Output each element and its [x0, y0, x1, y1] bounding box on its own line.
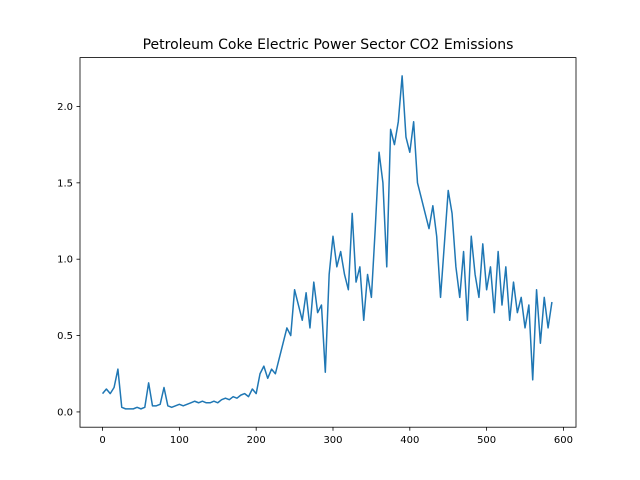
y-tick-label: 0.0	[57, 407, 73, 418]
x-tick-label: 300	[323, 435, 342, 446]
y-tick-label: 1.5	[57, 178, 73, 189]
plot-frame	[79, 57, 577, 428]
x-tick-label: 400	[400, 435, 419, 446]
x-tick-label: 100	[170, 435, 189, 446]
chart-title: Petroleum Coke Electric Power Sector CO2…	[143, 37, 514, 53]
x-tick-label: 200	[247, 435, 266, 446]
y-tick-label: 0.5	[57, 331, 73, 342]
x-tick-label: 500	[477, 435, 496, 446]
x-tick-label: 0	[99, 435, 105, 446]
y-tick-label: 2.0	[57, 102, 73, 113]
data-line	[101, 75, 553, 410]
y-tick-label: 1.0	[57, 255, 73, 266]
x-tick-label: 600	[554, 435, 573, 446]
